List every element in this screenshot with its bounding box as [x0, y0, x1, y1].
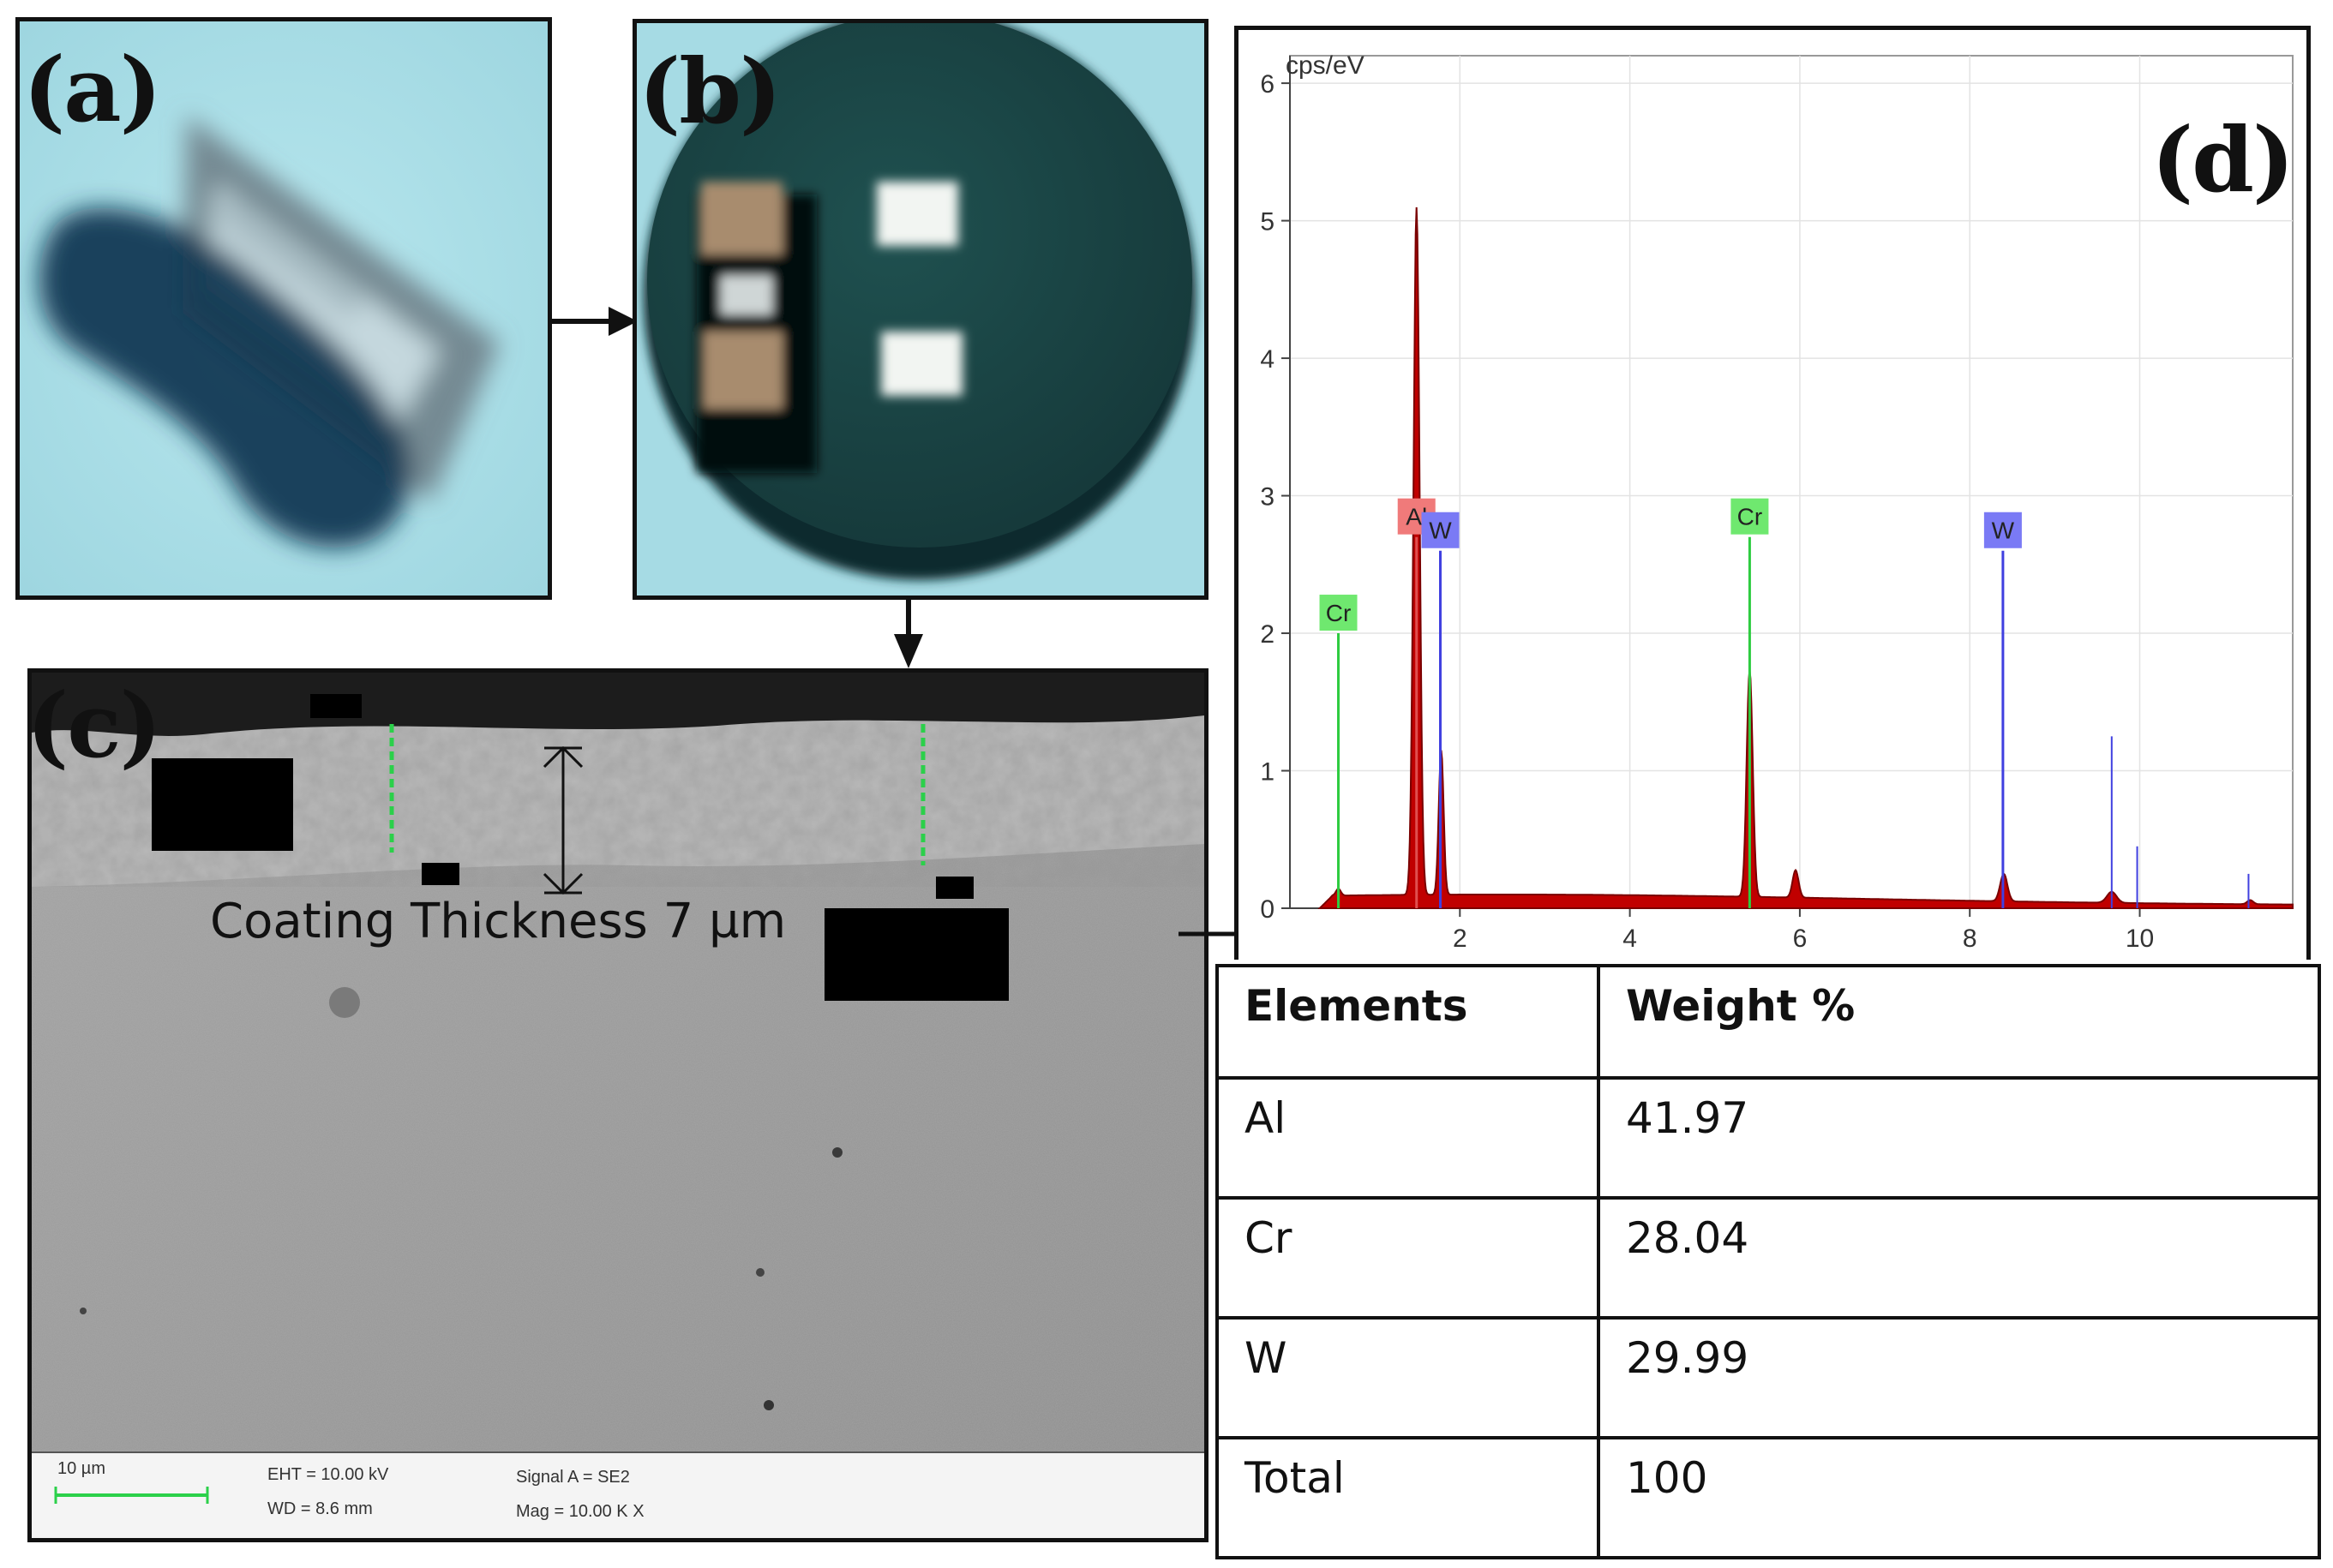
- sem-mag: Mag = 10.00 K X: [516, 1502, 645, 1521]
- element-marker-label: Cr: [1737, 504, 1763, 530]
- sem-micrograph: [32, 673, 1204, 1538]
- table-header-elements: Elements: [1215, 964, 1600, 1080]
- mounted-sample-photo: [637, 23, 1204, 595]
- sem-wd: WD = 8.6 mm: [267, 1499, 373, 1518]
- panel-c-sem-image: (c) Coating Thickness 7 µm 10 µm EHT = 1…: [27, 668, 1208, 1542]
- table-cell-element: Al: [1215, 1076, 1600, 1200]
- table-row: W 29.99: [1215, 1316, 2321, 1439]
- plot-area: [1289, 55, 2294, 909]
- table-cell-element: W: [1215, 1316, 1600, 1439]
- panel-a-photo: (a): [15, 17, 552, 600]
- element-marker-label: W: [1992, 518, 2015, 544]
- y-tick-label: 4: [1260, 345, 1274, 374]
- y-tick-label: 0: [1260, 895, 1274, 924]
- y-tick-label: 3: [1260, 483, 1274, 512]
- eds-composition-table: Elements Weight % Al 41.97 Cr 28.04 W 29…: [1215, 964, 2321, 1559]
- table-cell-element: Total: [1215, 1436, 1600, 1559]
- table-row: Al 41.97: [1215, 1076, 2321, 1200]
- y-tick-label: 6: [1260, 70, 1274, 99]
- table-cell-weight: 29.99: [1597, 1316, 2321, 1439]
- sem-signal: Signal A = SE2: [516, 1468, 630, 1487]
- x-tick-label: 6: [1793, 925, 1808, 953]
- element-marker-badge: [1421, 512, 1460, 548]
- arrow-a-to-b: [549, 307, 638, 336]
- table-row: Total 100: [1215, 1436, 2321, 1559]
- table-cell-weight: 41.97: [1597, 1076, 2321, 1200]
- x-tick-label: 2: [1453, 925, 1467, 953]
- panel-b-label: (b): [639, 39, 782, 144]
- table-row: Cr 28.04: [1215, 1196, 2321, 1320]
- element-marker-label: Cr: [1326, 600, 1352, 626]
- panel-a-label: (a): [23, 37, 162, 142]
- y-tick-label: 2: [1260, 620, 1274, 649]
- panel-b-photo: (b): [633, 19, 1208, 600]
- table-header-row: Elements Weight %: [1215, 964, 2321, 1080]
- scale-bar-label: 10 µm: [57, 1459, 105, 1478]
- element-marker-badge: [1983, 512, 2022, 548]
- table-cell-weight: 28.04: [1597, 1196, 2321, 1320]
- element-marker-badge: [1730, 498, 1769, 535]
- x-tick-label: 4: [1622, 925, 1637, 953]
- x-tick-label: 8: [1963, 925, 1977, 953]
- substrate-photo: [20, 21, 548, 595]
- element-marker-badge: [1319, 595, 1358, 631]
- y-axis-unit-label: cps/eV: [1286, 51, 1364, 80]
- y-tick-label: 1: [1260, 758, 1274, 787]
- table-cell-weight: 100: [1597, 1436, 2321, 1559]
- panel-c-label: (c): [27, 673, 162, 778]
- coating-thickness-annotation: Coating Thickness 7 µm: [210, 894, 787, 949]
- y-tick-label: 5: [1260, 208, 1274, 236]
- element-marker-label: W: [1429, 518, 1452, 544]
- table-cell-element: Cr: [1215, 1196, 1600, 1320]
- sem-eht: EHT = 10.00 kV: [267, 1465, 389, 1484]
- table-header-weight: Weight %: [1597, 964, 2321, 1080]
- x-tick-label: 10: [2126, 925, 2154, 953]
- panel-d-label: (d): [2151, 107, 2294, 212]
- panel-d-eds-spectrum: 0 1 2 3 4 5 6 2 4 6 8 10 Cr Al W Cr W (d) cps/eV: [1234, 26, 2311, 960]
- arrow-b-to-c: [894, 598, 923, 668]
